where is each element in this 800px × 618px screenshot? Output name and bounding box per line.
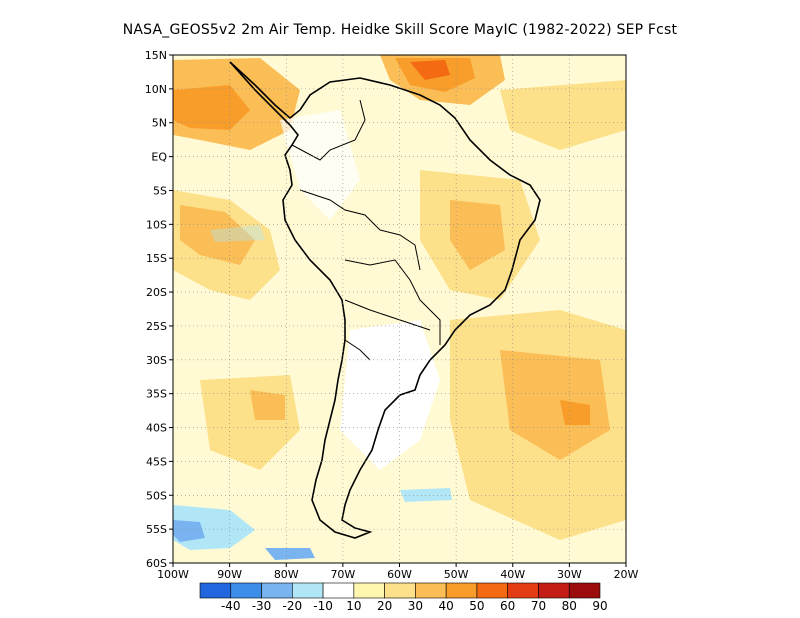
- y-axis-labels: 15N 10N 5N EQ 5S 10S 15S 20S 25S 30S 35S 40S 45S 50S 5…: [145, 49, 173, 570]
- x-tick-label: 100W: [157, 568, 189, 581]
- colorbar-swatch: [230, 582, 262, 599]
- x-tick-label: 60W: [387, 568, 412, 581]
- colorbar-label: -30: [252, 599, 272, 613]
- map-grid: [173, 55, 626, 563]
- y-tick-label: 10S: [146, 218, 167, 231]
- colorbar-label: 80: [562, 599, 577, 613]
- colorbar-label: 60: [500, 599, 515, 613]
- colorbar-label: 70: [531, 599, 546, 613]
- country-borders: [291, 99, 441, 361]
- x-tick-label: 90W: [217, 568, 242, 581]
- x-axis-labels: 100W 90W 80W 70W 60W 50W 40W 30W 20W: [157, 563, 639, 581]
- y-tick-label: 40S: [146, 422, 167, 435]
- y-tick-label: 25S: [146, 320, 167, 333]
- colorbar-swatch: [538, 582, 570, 599]
- map-title: NASA_GEOS5v2 2m Air Temp. Heidke Skill S…: [122, 22, 678, 38]
- y-tick-label: 50S: [146, 489, 167, 502]
- colorbar: [199, 582, 601, 599]
- colorbar-swatch: [261, 582, 293, 599]
- colorbar-label: -40: [221, 599, 241, 613]
- y-tick-label: 55S: [146, 523, 167, 536]
- x-tick-label: 50W: [444, 568, 469, 581]
- colorbar-swatch: [568, 582, 601, 599]
- colorbar-label: 20: [377, 599, 392, 613]
- y-tick-label: 35S: [146, 388, 167, 401]
- y-tick-label: 60S: [146, 557, 167, 570]
- y-tick-label: EQ: [151, 151, 167, 164]
- colorbar-label: 40: [439, 599, 454, 613]
- y-tick-label: 5N: [152, 117, 167, 130]
- colorbar-swatch: [292, 582, 324, 599]
- y-tick-label: 15N: [145, 49, 167, 62]
- coastline: [229, 61, 541, 539]
- colorbar-swatch: [199, 582, 232, 599]
- colorbar-swatch: [353, 582, 385, 599]
- x-tick-label: 70W: [330, 568, 355, 581]
- colorbar-label: 30: [408, 599, 423, 613]
- colorbar-swatch: [322, 582, 355, 599]
- y-tick-label: 10N: [145, 83, 167, 96]
- colorbar-swatch: [415, 582, 447, 599]
- colorbar-label: 10: [346, 599, 361, 613]
- y-tick-label: 45S: [146, 455, 167, 468]
- x-tick-label: 30W: [557, 568, 582, 581]
- colorbar-swatch: [507, 582, 539, 599]
- x-tick-label: 20W: [614, 568, 639, 581]
- y-tick-label: 30S: [146, 354, 167, 367]
- colorbar-swatch: [476, 582, 508, 599]
- colorbar-label: 50: [469, 599, 484, 613]
- y-tick-label: 5S: [153, 184, 167, 197]
- x-tick-label: 80W: [274, 568, 299, 581]
- y-tick-label: 15S: [146, 252, 167, 265]
- colorbar-label: 90: [592, 599, 607, 613]
- colorbar-swatch: [384, 582, 416, 599]
- colorbar-label: -10: [313, 599, 333, 613]
- x-tick-label: 40W: [500, 568, 525, 581]
- colorbar-swatch: [445, 582, 478, 599]
- colorbar-label: -20: [283, 599, 303, 613]
- y-tick-label: 20S: [146, 286, 167, 299]
- colorbar-labels: -40 -30 -20 -10 10 20 30 40 50 60 70 80 90: [221, 599, 608, 613]
